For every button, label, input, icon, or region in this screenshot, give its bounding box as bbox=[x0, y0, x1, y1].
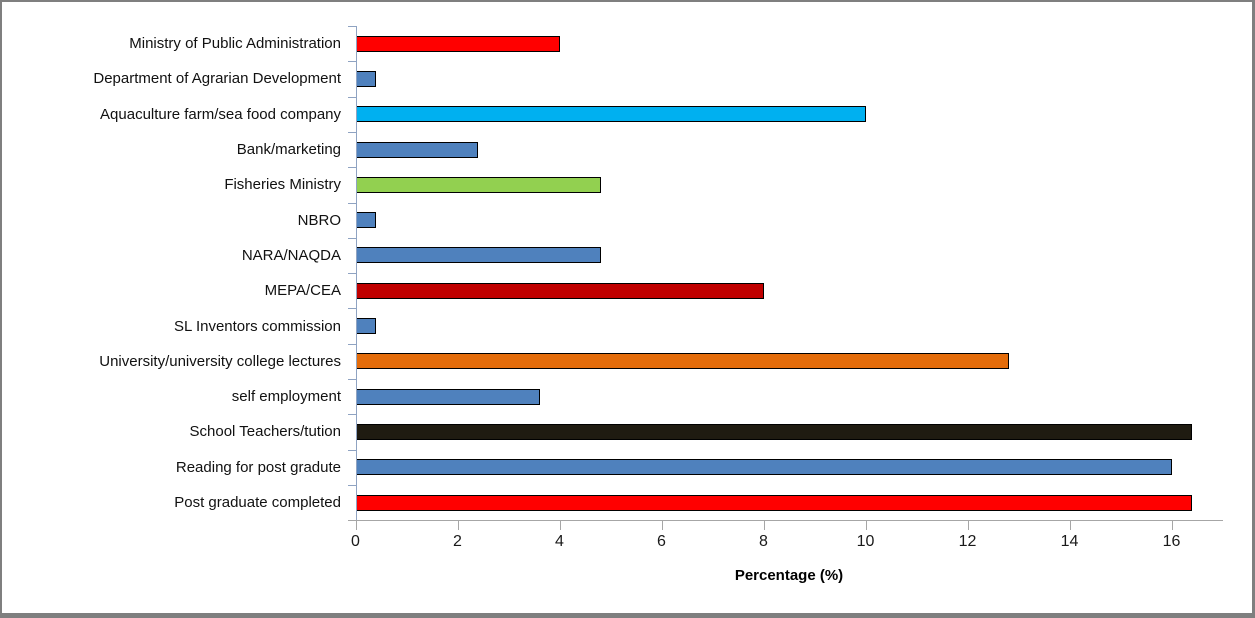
bar bbox=[356, 423, 1193, 440]
category-axis-tick bbox=[347, 96, 356, 98]
value-axis-tick bbox=[355, 521, 357, 531]
category-label: Aquaculture farm/sea food company bbox=[100, 105, 341, 123]
bar bbox=[356, 459, 1172, 476]
bar bbox=[356, 106, 866, 123]
bar bbox=[356, 141, 479, 158]
bar bbox=[356, 282, 764, 299]
value-axis-tick bbox=[661, 521, 663, 531]
category-axis-tick bbox=[347, 379, 356, 380]
value-axis-tick-label: 8 bbox=[759, 533, 768, 551]
value-axis-tick bbox=[559, 521, 561, 531]
category-axis-tick bbox=[347, 26, 356, 27]
x-axis-title: Percentage (%) bbox=[734, 567, 844, 585]
category-axis-tick bbox=[347, 308, 356, 310]
bar bbox=[356, 35, 560, 52]
category-axis-tick bbox=[347, 484, 356, 486]
value-axis-tick bbox=[865, 521, 867, 531]
value-axis-tick-label: 10 bbox=[856, 533, 875, 551]
category-label: University/university college lectures bbox=[99, 352, 341, 370]
category-label: MEPA/CEA bbox=[264, 282, 341, 300]
value-axis-tick bbox=[1171, 521, 1173, 531]
value-axis-tick bbox=[1069, 521, 1071, 531]
category-axis-tick bbox=[347, 343, 356, 345]
category-label: NBRO bbox=[297, 211, 341, 229]
bar bbox=[356, 494, 1193, 511]
category-label: self employment bbox=[231, 388, 341, 406]
bar bbox=[356, 318, 377, 335]
category-label: Bank/marketing bbox=[236, 141, 341, 159]
category-label: Department of Agrarian Development bbox=[93, 70, 341, 88]
category-axis-tick bbox=[347, 61, 356, 63]
value-axis-tick bbox=[457, 521, 459, 531]
value-axis-tick-label: 12 bbox=[958, 533, 977, 551]
value-axis-tick-label: 0 bbox=[351, 533, 360, 551]
category-label: School Teachers/tution bbox=[189, 423, 342, 441]
bar bbox=[356, 388, 540, 405]
category-axis-tick bbox=[347, 414, 356, 416]
bar bbox=[356, 176, 601, 193]
value-axis-tick-label: 2 bbox=[453, 533, 462, 551]
category-label: NARA/NAQDA bbox=[241, 246, 341, 264]
category-label: Ministry of Public Administration bbox=[129, 35, 341, 53]
value-axis-tick-label: 14 bbox=[1060, 533, 1079, 551]
category-label: SL Inventors commission bbox=[173, 317, 341, 335]
value-axis-tick bbox=[763, 521, 765, 531]
category-axis-tick bbox=[347, 449, 356, 451]
bar bbox=[356, 70, 377, 87]
value-axis-tick-label: 6 bbox=[657, 533, 666, 551]
category-label: Post graduate completed bbox=[174, 494, 341, 512]
bar bbox=[356, 353, 1009, 370]
bar bbox=[356, 212, 377, 229]
category-label: Reading for post gradute bbox=[175, 458, 341, 476]
category-axis-line bbox=[355, 26, 357, 521]
category-axis-tick bbox=[347, 237, 356, 239]
category-axis-tick bbox=[347, 131, 356, 133]
value-axis-tick bbox=[967, 521, 969, 531]
value-axis-line bbox=[347, 520, 1223, 522]
bar bbox=[356, 247, 601, 264]
category-axis-tick bbox=[347, 273, 356, 275]
category-axis-tick bbox=[347, 167, 356, 169]
value-axis-tick-label: 16 bbox=[1162, 533, 1181, 551]
value-axis-tick-label: 4 bbox=[555, 533, 564, 551]
category-label: Fisheries Ministry bbox=[224, 176, 341, 194]
category-axis-tick bbox=[347, 202, 356, 204]
